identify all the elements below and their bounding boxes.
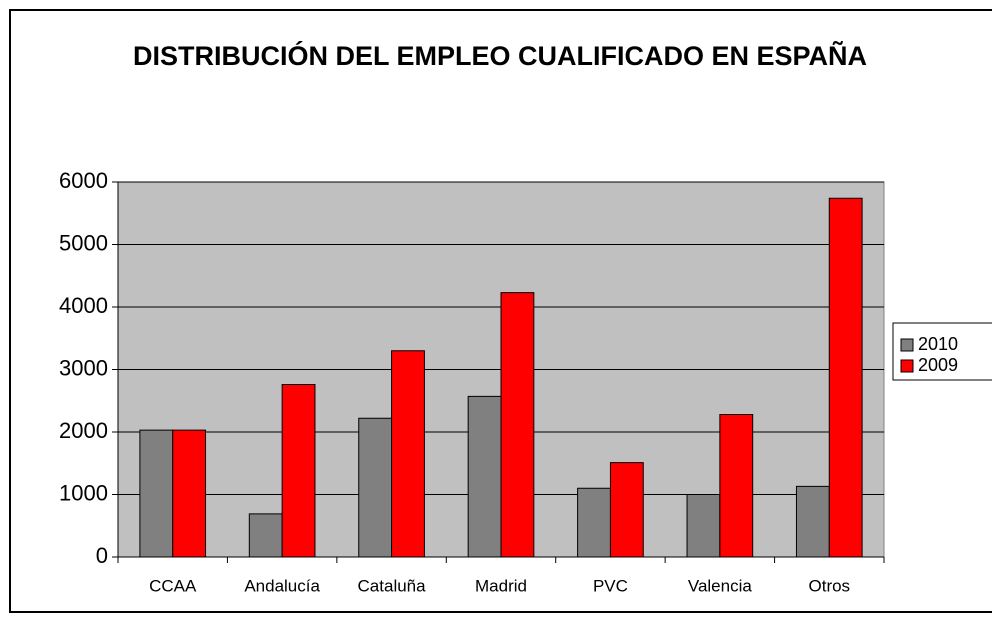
bar xyxy=(391,350,425,558)
y-tick-label: 0 xyxy=(96,543,108,568)
bar xyxy=(281,384,316,558)
chart-title: DISTRIBUCIÓN DEL EMPLEO CUALIFICADO EN E… xyxy=(133,40,867,71)
legend-swatch xyxy=(900,359,914,373)
bar xyxy=(358,417,393,558)
legend-swatch xyxy=(900,338,914,352)
bar xyxy=(828,197,863,558)
legend-label: 2009 xyxy=(918,355,958,375)
bar xyxy=(172,429,207,558)
y-tick-label: 6000 xyxy=(59,168,108,193)
legend-label: 2010 xyxy=(918,334,958,354)
bar xyxy=(248,513,283,558)
y-tick-label: 3000 xyxy=(59,355,108,380)
y-tick-label: 5000 xyxy=(59,230,108,255)
x-tick-label: Cataluña xyxy=(358,576,427,595)
y-tick-label: 2000 xyxy=(59,418,108,443)
bar xyxy=(719,414,754,558)
x-tick-label: CCAA xyxy=(149,576,197,595)
bar xyxy=(500,292,535,558)
x-tick-label: Valencia xyxy=(688,576,752,595)
x-tick-label: Andalucía xyxy=(244,576,320,595)
bar xyxy=(795,485,830,558)
bar xyxy=(686,494,721,558)
bar xyxy=(609,462,644,558)
bar xyxy=(577,487,611,558)
x-tick-label: PVC xyxy=(593,576,628,595)
y-tick-label: 1000 xyxy=(59,480,108,505)
y-tick-label: 4000 xyxy=(59,293,108,318)
bar xyxy=(467,395,502,558)
bar xyxy=(139,429,174,558)
x-tick-label: Madrid xyxy=(475,576,527,595)
x-tick-label: Otros xyxy=(809,576,851,595)
